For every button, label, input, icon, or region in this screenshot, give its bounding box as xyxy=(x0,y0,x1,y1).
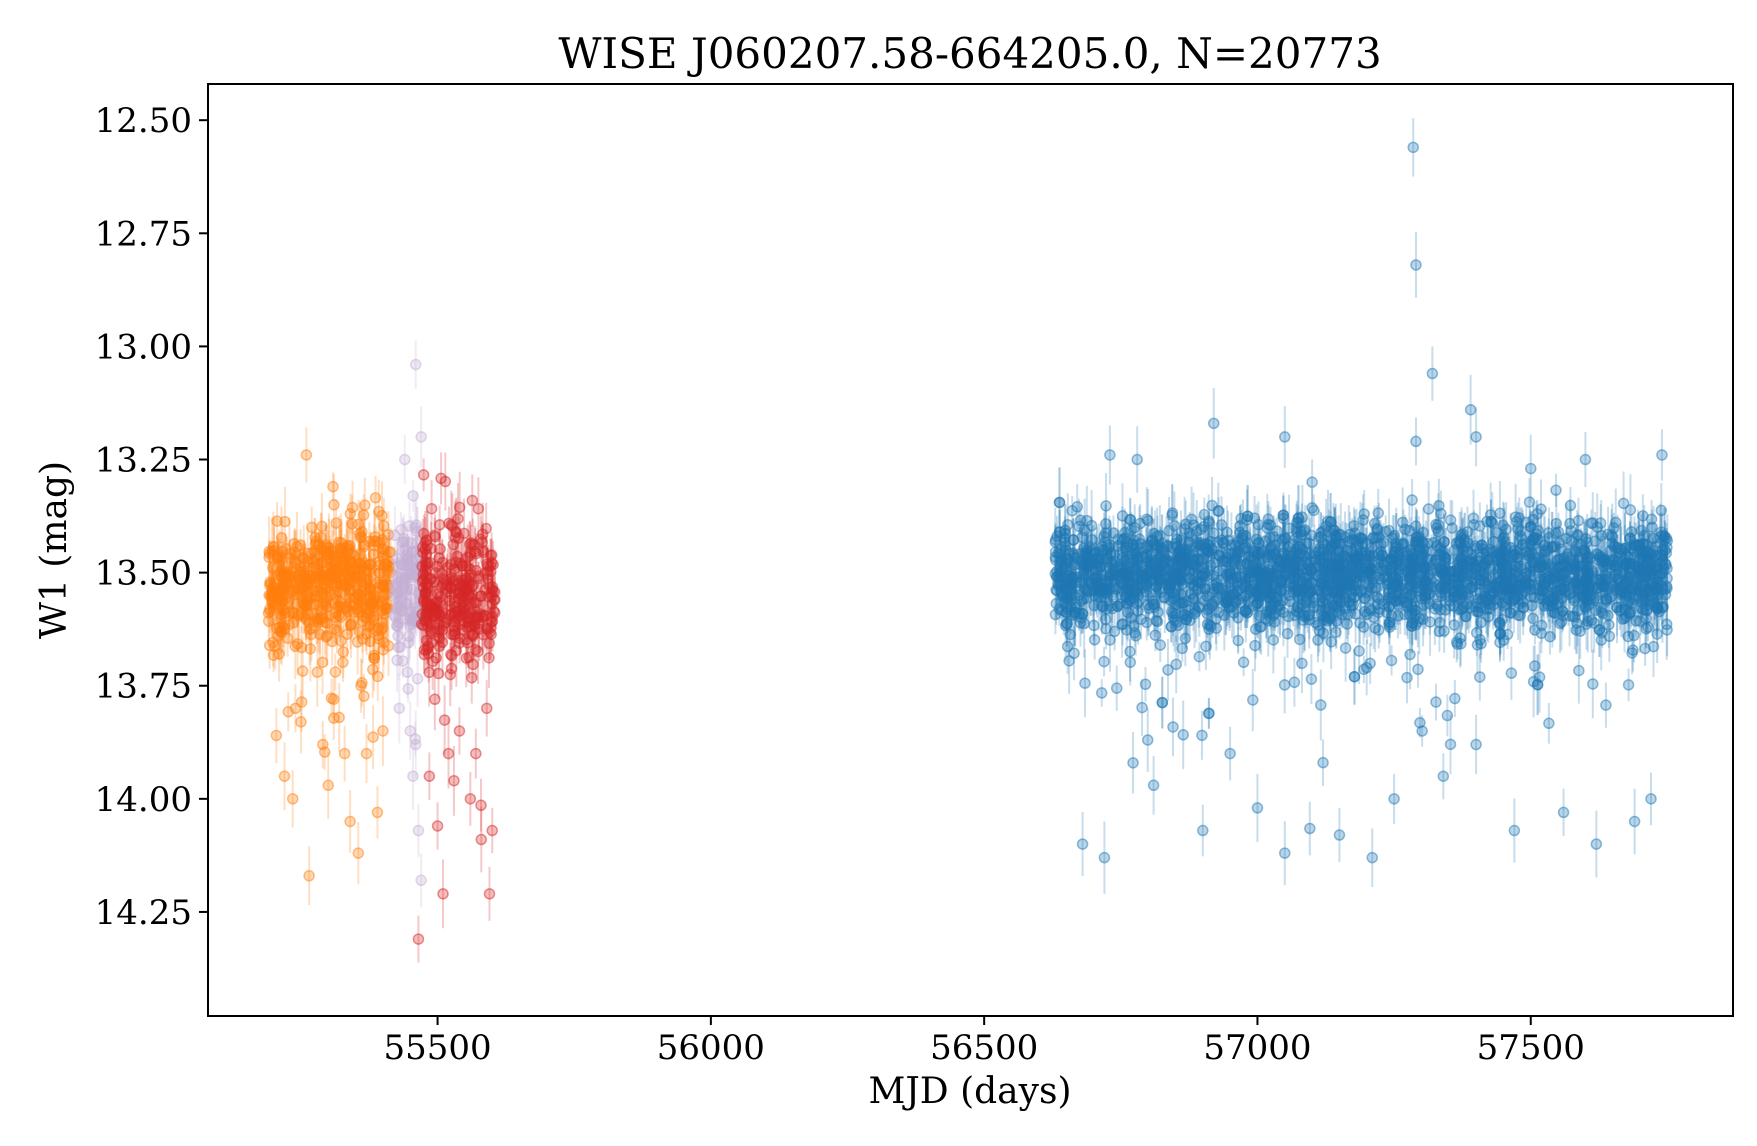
y-tick-label: 13.00 xyxy=(95,327,192,367)
y-tick-label: 14.25 xyxy=(95,893,192,933)
x-tick-label: 56000 xyxy=(657,1028,765,1068)
y-tick-label: 12.75 xyxy=(95,214,192,254)
x-tick-label: 56500 xyxy=(930,1028,1038,1068)
x-axis-label: MJD (days) xyxy=(868,1071,1071,1112)
y-axis-label: W1 (mag) xyxy=(34,461,75,639)
y-tick-label: 13.75 xyxy=(95,667,192,707)
x-tick-label: 57500 xyxy=(1477,1028,1585,1068)
chart-title: WISE J060207.58-664205.0, N=20773 xyxy=(558,29,1381,78)
x-tick-label: 57000 xyxy=(1203,1028,1311,1068)
y-tick-label: 12.50 xyxy=(95,101,192,141)
y-tick-label: 13.50 xyxy=(95,554,192,594)
y-tick-label: 14.00 xyxy=(95,780,192,820)
x-tick-label: 55500 xyxy=(383,1028,491,1068)
y-tick-label: 13.25 xyxy=(95,441,192,481)
